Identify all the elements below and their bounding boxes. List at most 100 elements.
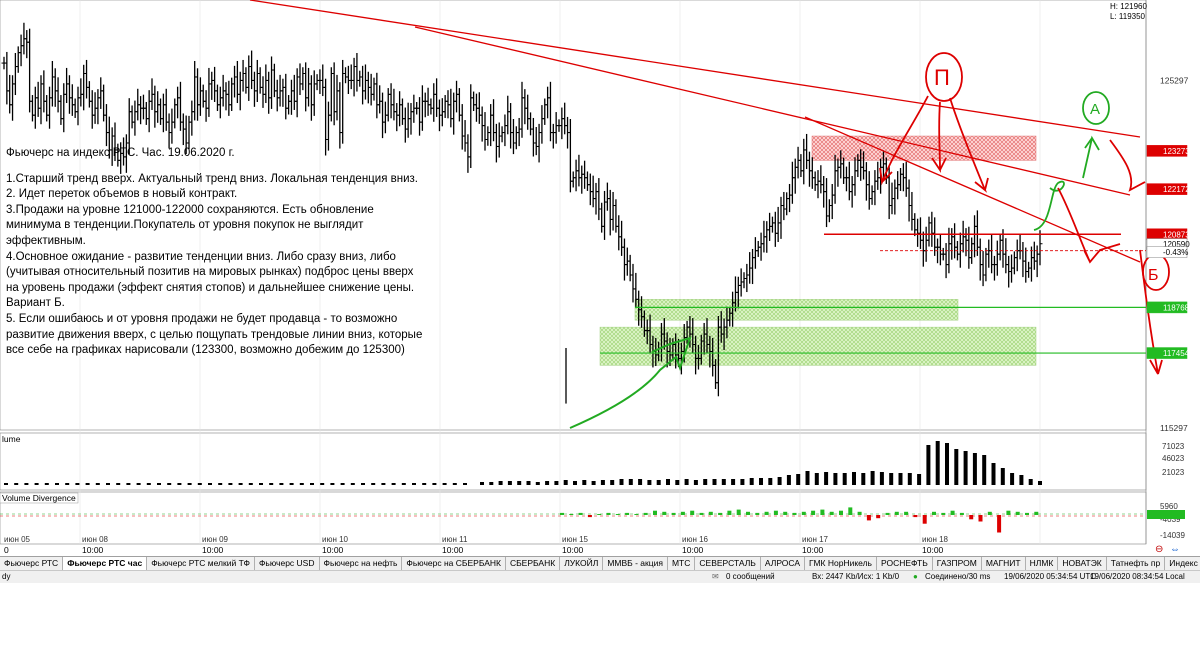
time-hour: 10:00 — [322, 545, 344, 555]
divergence-bar — [932, 511, 936, 515]
volume-bar — [167, 483, 172, 485]
volume-bar — [675, 480, 680, 485]
tab-11[interactable]: АЛРОСА — [761, 557, 806, 570]
volume-bar — [824, 472, 829, 485]
link-icon[interactable]: ⇔ — [1170, 544, 1180, 555]
divergence-bar — [736, 509, 741, 515]
level-badge-label: 120590 — [1163, 240, 1190, 249]
trend-lines — [249, 0, 1146, 354]
trendline-long — [249, 0, 1141, 138]
tab-3[interactable]: Фьючерс USD — [255, 557, 320, 570]
volume-bar — [391, 483, 396, 485]
handwritten-annotations: A П Б — [569, 52, 1170, 429]
level-badge-label: 120873 — [1163, 230, 1190, 239]
tab-6[interactable]: СБЕРБАНК — [506, 557, 561, 570]
volume-bar — [517, 481, 522, 485]
volume-bar — [412, 483, 416, 485]
divergence-bar — [671, 512, 676, 515]
sell-zone — [811, 135, 1037, 161]
time-date: июн 17 — [802, 535, 829, 544]
status-time-server: 19/06/2020 05:34:54 UTC — [1004, 572, 1097, 581]
divergence-bar — [773, 510, 778, 515]
tab-13[interactable]: РОСНЕФТЬ — [877, 557, 933, 570]
time-hour: 10:00 — [802, 545, 824, 555]
level-badge-label: 122172 — [1163, 185, 1190, 194]
volume-bar — [628, 479, 633, 485]
volume-bar — [721, 479, 726, 485]
tab-16[interactable]: НЛМК — [1026, 557, 1059, 570]
time-date: июн 18 — [922, 535, 949, 544]
divergence-label-box — [0, 492, 79, 504]
volume-bar — [870, 471, 875, 485]
analysis-point-5: 5. Если ошибаюсь и от уровня продажи не … — [6, 312, 423, 357]
green-arrow-a — [1082, 135, 1100, 179]
buy-zone-upper — [634, 299, 959, 321]
green-arrow-up — [569, 336, 692, 429]
volume-bar — [917, 474, 922, 485]
handwritten-label-b: Б — [1148, 267, 1159, 284]
divergence-bar — [987, 511, 992, 515]
volume-bar — [703, 479, 708, 485]
volume-bar — [177, 483, 182, 485]
volume-bar — [442, 483, 447, 485]
divergence-bar — [625, 512, 630, 515]
volume-bar — [361, 483, 365, 485]
tab-8[interactable]: ММВБ - акция — [603, 557, 668, 570]
volume-bar — [740, 479, 745, 485]
tab-17[interactable]: НОВАТЭК — [1058, 557, 1107, 570]
volume-bar — [582, 480, 587, 485]
volume-bar — [768, 478, 773, 485]
analysis-point-1: 1.Старший тренд вверх. Актуальный тренд … — [6, 172, 418, 185]
volume-bar — [85, 483, 90, 485]
tab-2[interactable]: Фьючерс РТС мелкий ТФ — [147, 557, 255, 570]
level-badge — [1146, 347, 1188, 359]
divergence-tick: -14039 — [1160, 531, 1185, 540]
volume-bar — [238, 483, 243, 485]
tab-9[interactable]: МТС — [668, 557, 696, 570]
time-hour: 10:00 — [82, 545, 104, 555]
divergence-bar — [876, 515, 881, 519]
tab-18[interactable]: Татнефть пр — [1107, 557, 1166, 570]
volume-bar — [14, 483, 19, 485]
divergence-bar — [1006, 510, 1011, 515]
volume-bar — [279, 483, 284, 485]
tab-10[interactable]: СЕВЕРСТАЛЬ — [695, 557, 761, 570]
divergence-panel-label: Volume Divergence — [2, 493, 76, 503]
volume-bar — [106, 483, 110, 485]
tab-19[interactable]: Индекс ММВБ — [1165, 557, 1200, 570]
tab-1[interactable]: Фьючерс РТС час — [63, 557, 148, 570]
volume-bar — [95, 483, 100, 485]
tab-4[interactable]: Фьючерс на нефть — [320, 557, 403, 570]
divergence-bar — [587, 515, 592, 518]
tab-15[interactable]: МАГНИТ — [982, 557, 1026, 570]
divergence-bar — [997, 515, 1002, 533]
volume-bar — [1028, 479, 1033, 485]
volume-bar — [573, 481, 577, 485]
tab-0[interactable]: Фьючерс РТС — [0, 557, 64, 570]
divergence-panel — [0, 491, 1147, 545]
tab-7[interactable]: ЛУКОЙЛ — [560, 557, 604, 570]
volume-bar — [4, 483, 8, 485]
volume-bar — [187, 483, 192, 485]
price-tick: 115297 — [1160, 423, 1188, 433]
zoom-icon[interactable]: ⊖ — [1155, 544, 1163, 555]
volume-bar — [731, 479, 736, 485]
status-ready: dy — [2, 572, 11, 581]
divergence-bar — [708, 511, 713, 515]
time-date: июн 16 — [682, 535, 709, 544]
volume-bar — [954, 449, 959, 485]
level-badge-label: -0.43% — [1163, 248, 1188, 257]
analysis-point-3: 3.Продажи на уровне 121000-122000 сохран… — [6, 203, 374, 247]
tab-5[interactable]: Фьючерс на СБЕРБАНК — [402, 557, 506, 570]
tab-14[interactable]: ГАЗПРОМ — [933, 557, 982, 570]
volume-bar — [55, 483, 59, 485]
volume-bar — [545, 481, 550, 485]
tab-12[interactable]: ГМК НорНикель — [805, 557, 877, 570]
volume-bar — [963, 451, 968, 485]
volume-bar — [712, 479, 717, 485]
status-traffic: Вх: 2447 Kb/Исх: 1 Kb/0 — [812, 572, 900, 581]
red-arrow-mid — [931, 101, 947, 173]
volume-bar — [146, 483, 151, 485]
